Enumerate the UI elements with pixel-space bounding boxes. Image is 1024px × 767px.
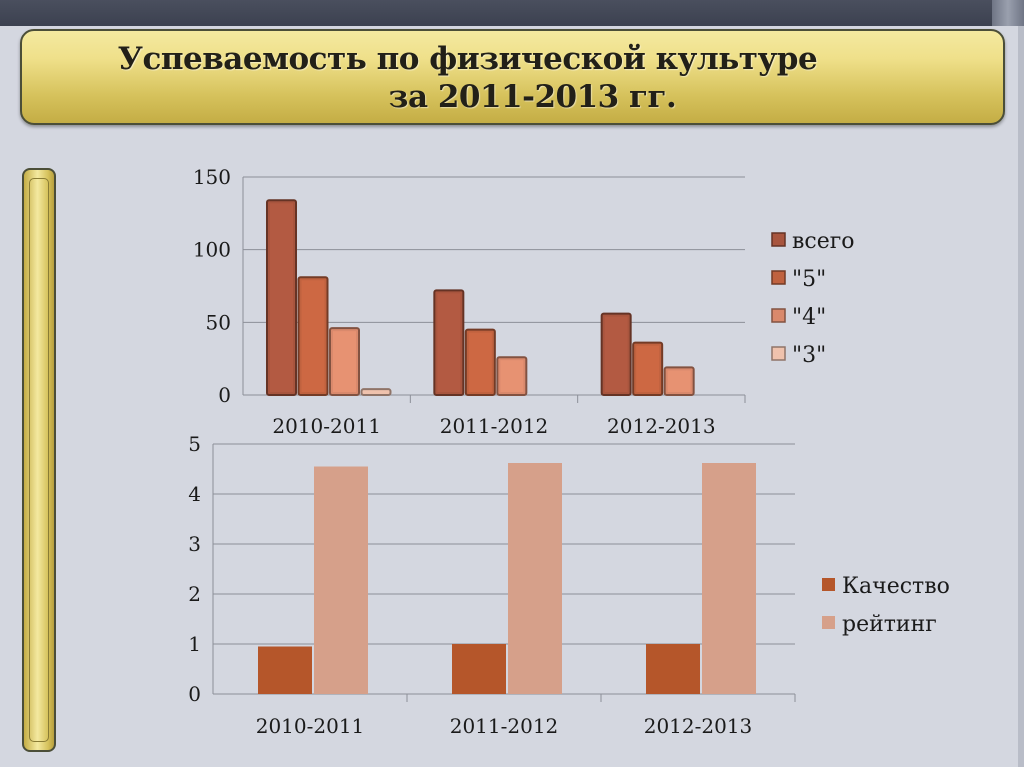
- bar-highlight: [301, 280, 325, 392]
- bar: [452, 644, 506, 694]
- bar-highlight: [667, 370, 691, 392]
- bar: [646, 644, 700, 694]
- legend-swatch: [771, 346, 786, 361]
- top-bar: [0, 0, 1024, 26]
- title-plate: Успеваемость по физической культуре за 2…: [20, 29, 1005, 125]
- gold-side-bar: [22, 168, 56, 752]
- bar-highlight: [500, 360, 524, 392]
- legend-swatch: [822, 578, 835, 591]
- bar: [702, 463, 756, 694]
- y-tick-label: 5: [188, 432, 201, 456]
- bar: [258, 646, 312, 694]
- x-tick-label: 2010-2011: [272, 414, 381, 438]
- y-tick-label: 3: [188, 532, 201, 556]
- legend-swatch: [822, 616, 835, 629]
- bar-highlight: [270, 203, 293, 392]
- title-line-1: Успеваемость по физической культуре: [117, 41, 818, 77]
- title-line-2: за 2011-2013 гг.: [388, 79, 677, 115]
- x-tick-label: 2012-2013: [644, 714, 753, 738]
- legend-label: "3": [792, 343, 826, 368]
- bar-highlight: [468, 332, 492, 392]
- bar: [314, 466, 368, 694]
- y-tick-label: 100: [193, 238, 231, 262]
- bar-highlight: [604, 316, 628, 392]
- legend-swatch: [771, 270, 786, 285]
- side-stripe: [1018, 26, 1024, 767]
- y-tick-label: 2: [188, 582, 201, 606]
- y-tick-label: 0: [218, 383, 231, 407]
- bar-highlight: [636, 345, 660, 392]
- bar: [508, 463, 562, 694]
- legend-label: "4": [792, 305, 826, 330]
- legend-swatch: [771, 308, 786, 323]
- y-tick-label: 4: [188, 482, 201, 506]
- bar-highlight: [333, 331, 356, 392]
- legend-label: рейтинг: [842, 612, 937, 637]
- legend-label: Качество: [842, 574, 950, 599]
- y-tick-label: 1: [188, 632, 201, 656]
- x-tick-label: 2012-2013: [607, 414, 716, 438]
- legend-label: всего: [792, 229, 855, 254]
- bar-highlight: [437, 293, 461, 392]
- x-tick-label: 2011-2012: [440, 414, 549, 438]
- bar: [360, 388, 392, 397]
- x-tick-label: 2011-2012: [450, 714, 559, 738]
- x-tick-label: 2010-2011: [256, 714, 365, 738]
- y-tick-label: 150: [193, 165, 231, 189]
- y-tick-label: 0: [188, 682, 201, 706]
- legend-swatch: [771, 232, 786, 247]
- top-bar-accent: [992, 0, 1024, 26]
- legend-label: "5": [792, 267, 826, 292]
- y-tick-label: 50: [206, 310, 231, 334]
